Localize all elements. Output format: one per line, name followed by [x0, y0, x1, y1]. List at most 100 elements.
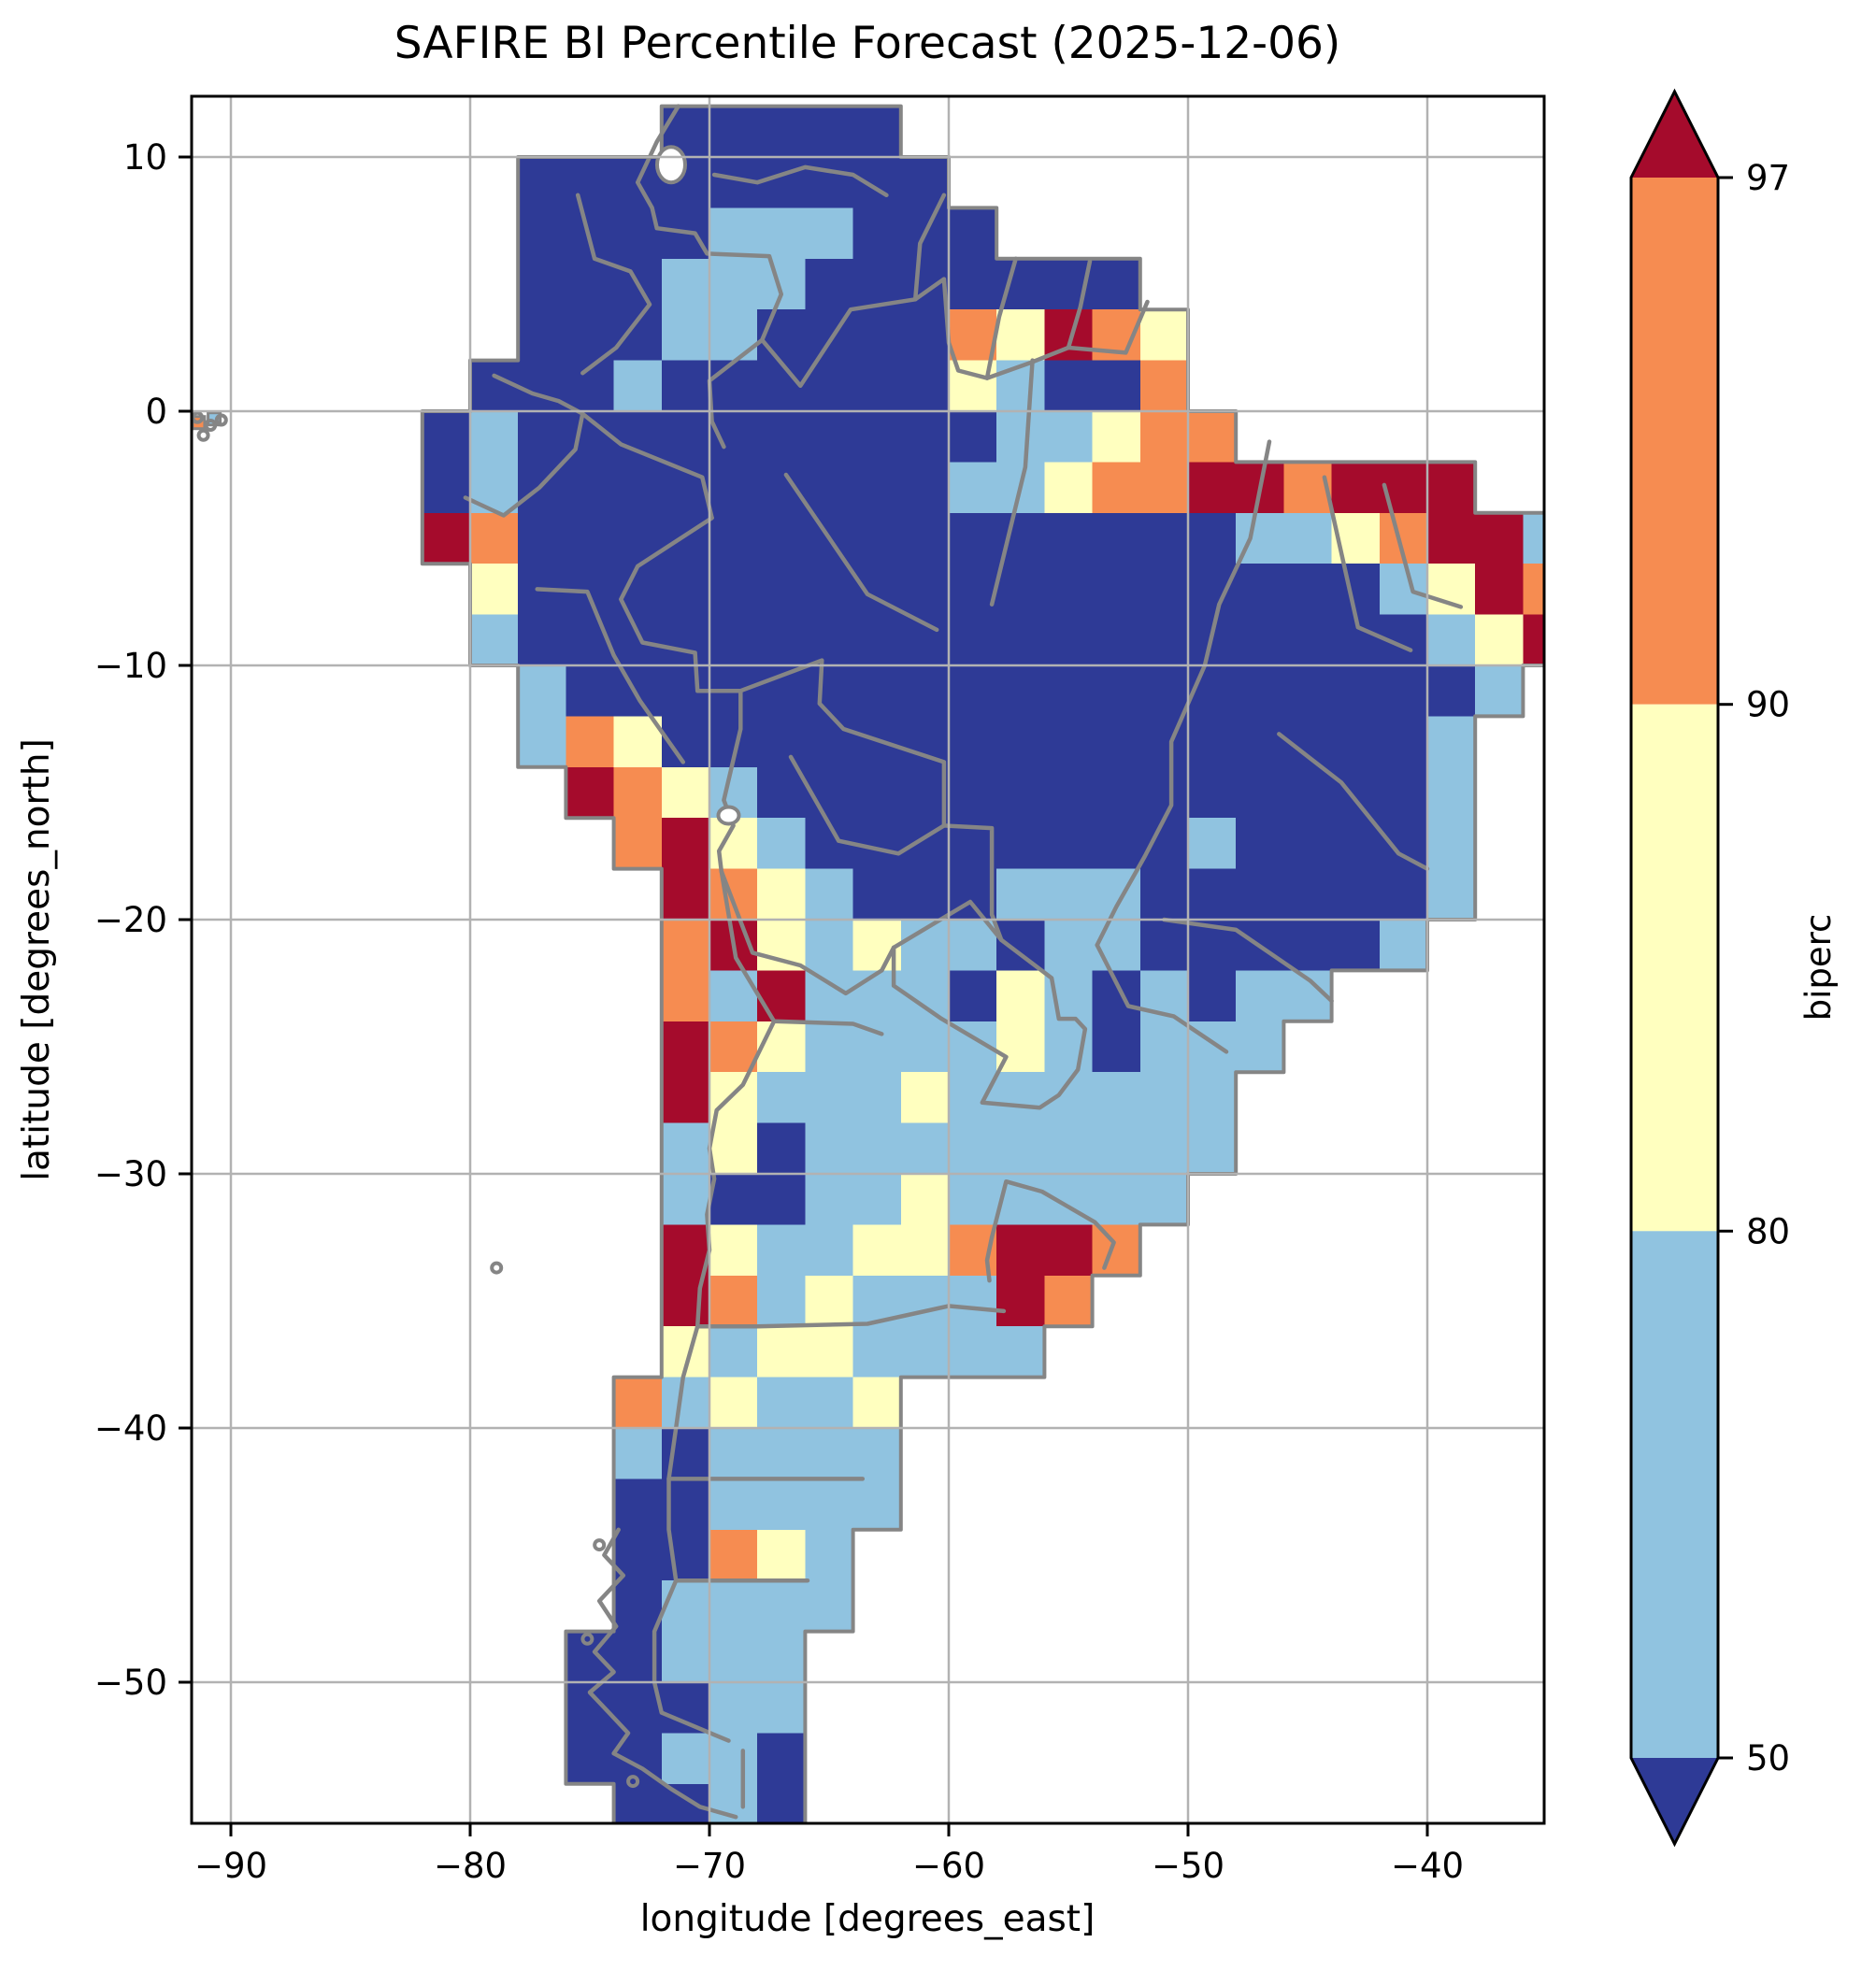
grid-cell — [1427, 614, 1476, 665]
colorbar-over-arrow — [1631, 92, 1718, 178]
grid-cell — [613, 716, 662, 767]
y-tick-label: −40 — [94, 1408, 167, 1449]
colorbar-tick-label: 90 — [1746, 685, 1790, 725]
grid-cell — [949, 970, 997, 1021]
grid-cell — [1044, 614, 1093, 665]
grid-cell — [613, 360, 662, 411]
plot-title: SAFIRE BI Percentile Forecast (2025-12-0… — [394, 18, 1341, 69]
island-dot — [196, 428, 210, 442]
admin-border-line — [1095, 942, 1229, 1054]
grid-cell — [949, 1326, 997, 1378]
admin-border-line — [989, 1178, 1116, 1270]
grid-cell — [996, 360, 1045, 411]
grid-cell — [805, 970, 853, 1021]
grid-cell — [709, 1580, 758, 1632]
grid-cell — [709, 1275, 758, 1327]
grid-cell — [1331, 868, 1380, 920]
grid-cell — [1044, 564, 1093, 615]
grid-cell — [709, 1326, 758, 1378]
grid-cell — [613, 462, 662, 513]
grid-cell — [757, 1326, 806, 1378]
grid-cell — [1331, 462, 1380, 513]
grid-cell — [1092, 716, 1140, 767]
admin-border-line — [738, 658, 1004, 943]
grid-cell — [709, 462, 758, 513]
grid-cell — [1139, 1072, 1188, 1123]
grid-cell — [661, 258, 709, 310]
grid-cell — [1331, 665, 1380, 717]
grid-cell — [852, 1428, 901, 1479]
island-dot — [580, 1632, 594, 1646]
grid-cell — [661, 1021, 709, 1073]
admin-border-line — [1277, 732, 1430, 871]
admin-border-line — [1095, 439, 1272, 948]
grid-cell — [805, 106, 853, 157]
grid-cell — [1236, 716, 1284, 767]
grid-cell — [949, 716, 997, 767]
grid-cell — [613, 818, 662, 869]
grid-cell — [1427, 766, 1476, 819]
x-tick-label: −70 — [673, 1846, 746, 1886]
grid-cell — [1188, 1122, 1237, 1174]
grid-cell — [852, 1174, 901, 1225]
grid-cell — [1188, 665, 1237, 717]
grid-cell — [1283, 512, 1332, 564]
grid-cell — [949, 207, 997, 259]
island-dot — [490, 1261, 504, 1275]
grid-cell — [661, 1682, 709, 1734]
admin-border-line — [716, 726, 743, 874]
y-tick-label: −30 — [94, 1154, 167, 1194]
grid-cell — [661, 818, 709, 869]
grid-cell — [1092, 1122, 1140, 1174]
grid-cell — [757, 1631, 806, 1682]
grid-cell — [613, 614, 662, 665]
grid-cell — [900, 411, 949, 463]
x-tick-label: −40 — [1391, 1846, 1464, 1886]
grid-cell — [1379, 716, 1427, 767]
colorbar-label: biperc — [1798, 914, 1839, 1021]
admin-border-line — [719, 869, 1004, 996]
grid-cell — [613, 665, 662, 717]
grid-cell — [900, 665, 949, 717]
grid-cell — [1044, 1224, 1093, 1276]
grid-cell — [1236, 665, 1284, 717]
grid-cell — [996, 564, 1045, 615]
grid-cell — [1188, 970, 1237, 1021]
grid-cell — [852, 1224, 901, 1276]
grid-cell — [1331, 766, 1380, 819]
grid-cell — [1092, 462, 1140, 513]
grid-cell — [900, 1122, 949, 1174]
grid-cell — [661, 1377, 709, 1428]
grid-cell — [518, 157, 566, 208]
grid-cell — [852, 818, 901, 869]
grid-cell — [518, 411, 566, 463]
grid-cell — [1427, 818, 1476, 869]
grid-cell — [1236, 766, 1284, 819]
grid-cell — [757, 411, 806, 463]
admin-border-line — [783, 472, 939, 633]
grid-cell — [661, 1631, 709, 1682]
graticule-gridlines — [192, 96, 1544, 1823]
grid-cell — [805, 1478, 853, 1530]
grid-cell — [1379, 564, 1427, 615]
grid-cell — [805, 1529, 853, 1581]
grid-cell — [1427, 512, 1476, 564]
grid-cell — [566, 716, 614, 767]
grid-cell — [566, 462, 614, 513]
grid-cell — [709, 1529, 758, 1581]
grid-cell — [805, 920, 853, 971]
admin-border-line — [912, 193, 947, 302]
grid-cell — [900, 564, 949, 615]
grid-cell — [1092, 665, 1140, 717]
grid-cell — [996, 1326, 1045, 1378]
grid-cell — [613, 411, 662, 463]
grid-cell — [1139, 564, 1188, 615]
grid-cell — [805, 207, 853, 259]
grid-cell — [709, 1377, 758, 1428]
grid-cell — [805, 1275, 853, 1327]
grid-cell — [566, 258, 614, 310]
grid-cell — [900, 1174, 949, 1225]
grid-cell — [1139, 818, 1188, 869]
grid-cell — [805, 868, 853, 920]
grid-cell — [949, 665, 997, 717]
